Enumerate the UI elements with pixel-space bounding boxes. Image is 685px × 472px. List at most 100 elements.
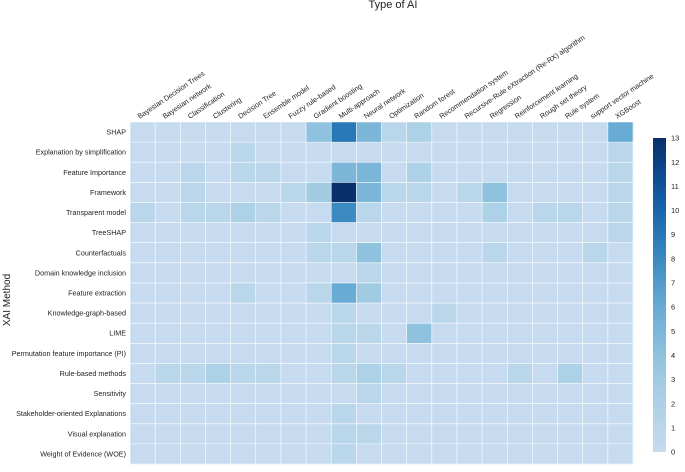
heatmap-cell — [532, 142, 558, 163]
heatmap-cell — [155, 242, 181, 264]
heatmap-cell — [406, 122, 433, 143]
colorbar-gradient — [653, 138, 666, 452]
heatmap-cell — [230, 122, 257, 143]
heatmap-cell — [180, 162, 206, 183]
heatmap-cell — [255, 142, 282, 163]
heatmap-cell — [507, 262, 533, 284]
heatmap-cell — [255, 242, 282, 264]
heatmap-cell — [532, 423, 558, 445]
heatmap-cell — [230, 363, 257, 384]
heatmap-cell — [255, 303, 282, 324]
heatmap-cell — [255, 262, 282, 284]
heatmap-cell — [230, 343, 257, 364]
heatmap-cell — [255, 343, 282, 364]
heatmap-cell — [306, 383, 332, 404]
heatmap-cell — [406, 142, 433, 163]
heatmap-cell — [607, 443, 634, 465]
heatmap-cell — [482, 142, 508, 163]
heatmap-cell — [456, 403, 483, 425]
heatmap-cell — [381, 403, 407, 425]
heatmap-cell — [582, 303, 609, 324]
heatmap-cell — [431, 122, 458, 143]
heatmap-cell — [255, 403, 282, 425]
heatmap-cell — [482, 262, 508, 284]
heatmap-cell — [331, 282, 357, 304]
heatmap-cell — [180, 282, 206, 304]
heatmap-cell — [406, 403, 433, 425]
heatmap-cell — [582, 162, 609, 183]
heatmap-cell — [532, 122, 558, 143]
heatmap-cell — [306, 423, 332, 445]
y-tick-label: Sensitivity — [94, 389, 127, 398]
colorbar-tick-label: 2 — [671, 399, 675, 408]
heatmap-cell — [356, 202, 382, 223]
heatmap-cell — [180, 323, 206, 344]
y-tick-label: LIME — [109, 329, 126, 338]
heatmap-cell — [582, 443, 609, 465]
heatmap-cell — [356, 162, 382, 183]
heatmap-cell — [532, 282, 558, 304]
heatmap-cell — [381, 122, 407, 143]
heatmap-cell — [482, 403, 508, 425]
heatmap-cell — [280, 142, 307, 163]
heatmap-cell — [406, 262, 433, 284]
heatmap-cell — [456, 142, 483, 163]
heatmap-cell — [507, 202, 533, 223]
heatmap-cell — [205, 323, 231, 344]
heatmap-cell — [557, 182, 583, 203]
heatmap-cell — [406, 202, 433, 223]
y-tick-label: TreeSHAP — [92, 228, 126, 237]
heatmap-cell — [180, 343, 206, 364]
colorbar-tick-label: 0 — [671, 448, 675, 457]
heatmap-cell — [331, 403, 357, 425]
heatmap-cell — [582, 202, 609, 223]
heatmap-cell — [532, 343, 558, 364]
heatmap-cell — [532, 323, 558, 344]
heatmap-cell — [381, 142, 407, 163]
heatmap-cell — [155, 122, 181, 143]
heatmap-cell — [482, 162, 508, 183]
heatmap-cell — [180, 202, 206, 223]
heatmap-cell — [482, 343, 508, 364]
colorbar-tick-label: 12 — [671, 158, 679, 167]
heatmap-cells — [129, 121, 634, 465]
heatmap-cell — [406, 343, 433, 364]
heatmap-cell — [532, 182, 558, 203]
heatmap-cell — [381, 443, 407, 465]
heatmap-cell — [130, 403, 156, 425]
heatmap-cell — [456, 343, 483, 364]
heatmap-cell — [507, 343, 533, 364]
heatmap-cell — [331, 122, 357, 143]
y-tick-label: Permutation feature importance (PI) — [12, 349, 126, 358]
heatmap-cell — [130, 122, 156, 143]
heatmap-cell — [130, 303, 156, 324]
heatmap-cell — [381, 202, 407, 223]
heatmap-cell — [582, 222, 609, 244]
heatmap-cell — [280, 262, 307, 284]
heatmap-cell — [280, 323, 307, 344]
heatmap-cell — [582, 383, 609, 404]
heatmap-cell — [205, 282, 231, 304]
heatmap-cell — [381, 242, 407, 264]
heatmap-cell — [130, 142, 156, 163]
heatmap-cell — [607, 222, 634, 244]
heatmap-cell — [381, 182, 407, 203]
heatmap-cell — [431, 242, 458, 264]
heatmap-cell — [155, 323, 181, 344]
heatmap-cell — [456, 282, 483, 304]
heatmap-cell — [155, 142, 181, 163]
heatmap-cell — [155, 202, 181, 223]
heatmap-cell — [205, 182, 231, 203]
y-tick-label: Weight of Evidence (WOE) — [40, 449, 126, 458]
heatmap-cell — [356, 222, 382, 244]
heatmap-cell — [456, 122, 483, 143]
heatmap-cell — [607, 383, 634, 404]
heatmap-cell — [356, 262, 382, 284]
heatmap-cell — [130, 363, 156, 384]
chart-title: Type of AI — [369, 0, 418, 11]
heatmap-cell — [356, 182, 382, 203]
heatmap-cell — [180, 363, 206, 384]
heatmap-cell — [507, 142, 533, 163]
heatmap-cell — [356, 242, 382, 264]
heatmap-cell — [230, 383, 257, 404]
